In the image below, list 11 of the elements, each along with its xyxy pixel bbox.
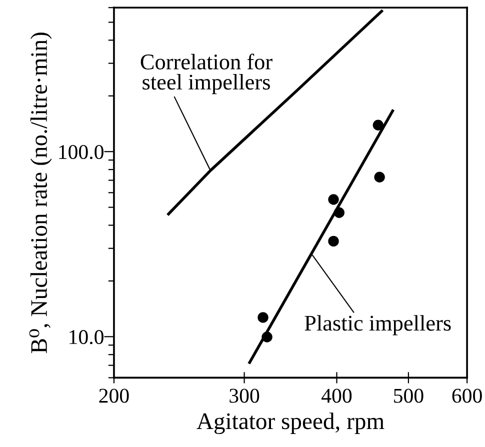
y-tick-label: 10.0	[70, 330, 104, 344]
y-tick-label: 100.0	[59, 144, 104, 160]
annotation: Plastic impellers	[304, 315, 451, 336]
annotation: Correlation for steel impellers	[140, 54, 272, 94]
x-tick-label: 600	[452, 388, 482, 403]
x-tick-label: 200	[99, 388, 129, 403]
x-axis-title: Agitator speed, rpm	[196, 412, 384, 434]
x-tick-label: 500	[394, 388, 424, 403]
x-tick-label: 400	[322, 388, 352, 403]
y-axis-title: B⁰, Nucleation rate (no./litre·min)	[29, 32, 52, 354]
x-tick-label: 300	[230, 388, 260, 403]
